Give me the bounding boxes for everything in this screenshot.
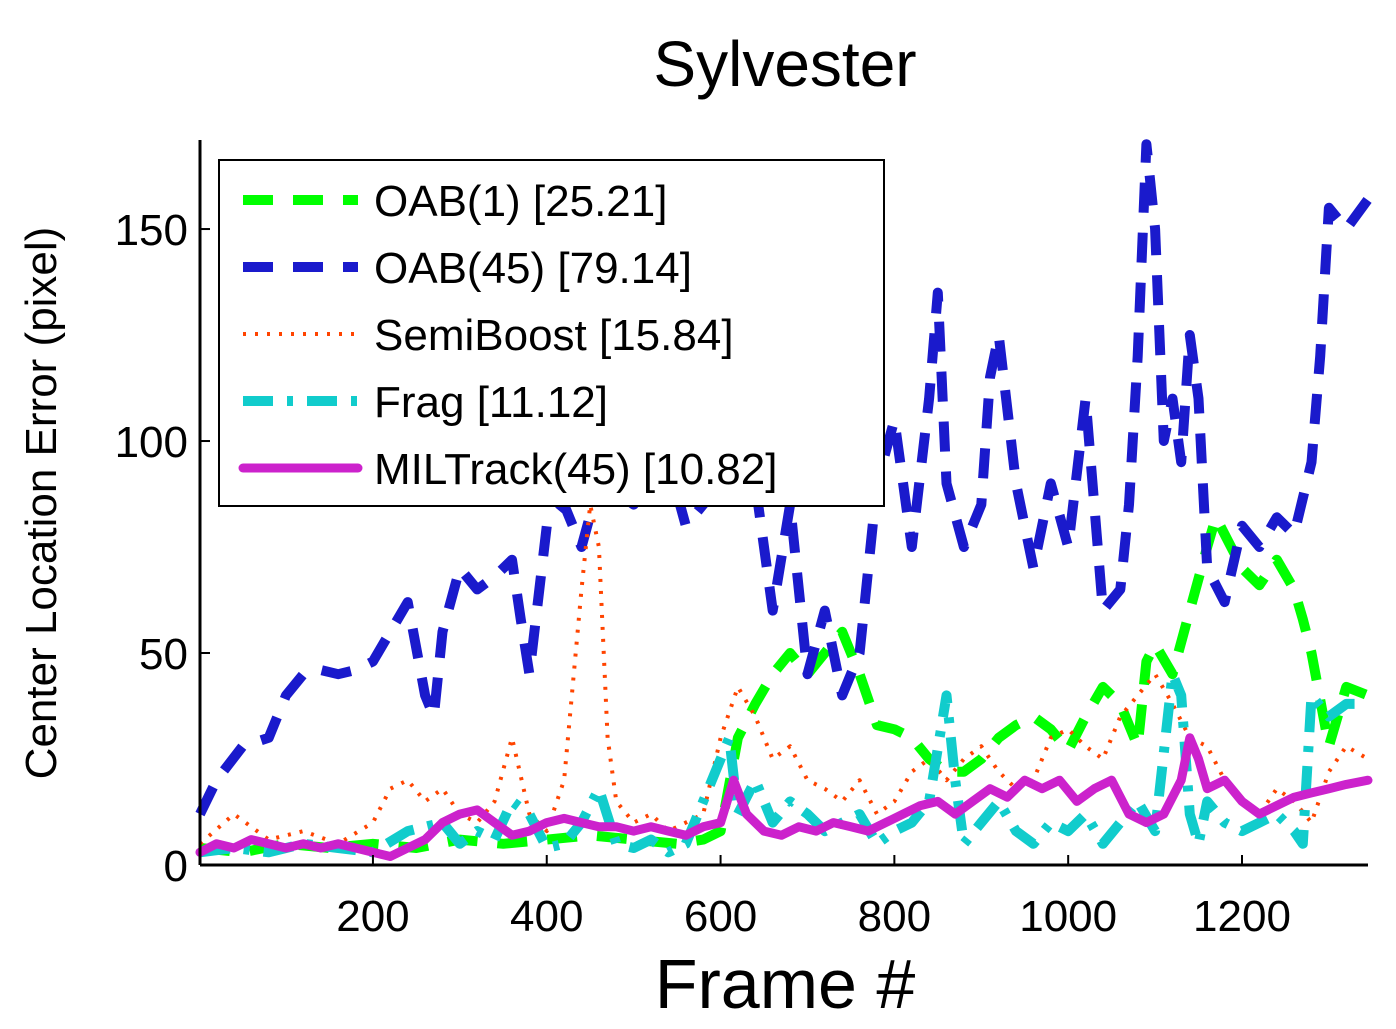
x-tick-label: 400 bbox=[510, 892, 583, 941]
legend-label: Frag [11.12] bbox=[374, 378, 608, 427]
series-line-5 bbox=[195, 733, 1373, 861]
series-line-1 bbox=[199, 512, 1370, 858]
y-ticks: 0 50 100 150 bbox=[115, 206, 210, 891]
x-tick-label: 1200 bbox=[1193, 892, 1291, 941]
series-line-4 bbox=[199, 669, 1368, 858]
x-tick-label: 200 bbox=[336, 892, 409, 941]
legend-label: OAB(1) [25.21] bbox=[374, 177, 667, 226]
legend: OAB(1) [25.21] OAB(45) [79.14] SemiBoost [… bbox=[218, 159, 885, 507]
legend-label: OAB(45) [79.14] bbox=[374, 244, 692, 293]
y-tick-label: 50 bbox=[139, 630, 188, 679]
y-axis-title: Center Location Error (pixel) bbox=[17, 227, 66, 780]
legend-items: OAB(1) [25.21] OAB(45) [79.14] SemiBoost [… bbox=[238, 177, 777, 494]
plot-area: 200 400 600 800 1000 1200 0 50 100 150 bbox=[115, 139, 1373, 941]
series-line-3 bbox=[198, 502, 1370, 846]
x-axis-title: Frame # bbox=[655, 945, 916, 1023]
legend-label: MILTrack(45) [10.82] bbox=[374, 445, 777, 494]
y-tick-label: 100 bbox=[115, 418, 188, 467]
series-line-2 bbox=[195, 139, 1373, 817]
x-tick-label: 800 bbox=[858, 892, 931, 941]
x-tick-label: 1000 bbox=[1019, 892, 1117, 941]
chart-title: Sylvester bbox=[653, 28, 916, 100]
x-ticks: 200 400 600 800 1000 1200 bbox=[336, 855, 1291, 941]
series-layer bbox=[195, 139, 1373, 861]
y-tick-label: 0 bbox=[164, 842, 188, 891]
x-tick-label: 600 bbox=[684, 892, 757, 941]
legend-label: SemiBoost [15.84] bbox=[374, 311, 734, 360]
y-tick-label: 150 bbox=[115, 206, 188, 255]
